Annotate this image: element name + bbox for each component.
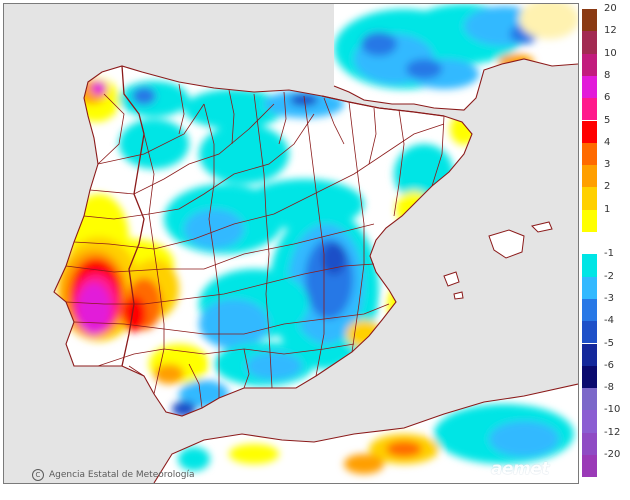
africa-coastline <box>153 383 578 483</box>
legend-label: -10 <box>604 404 621 416</box>
france-anomaly <box>334 4 578 89</box>
france-coastline <box>333 58 578 111</box>
legend-swatch-negative <box>582 388 597 411</box>
legend-label: 20 <box>604 3 617 14</box>
legend-label: -5 <box>604 337 614 349</box>
formentera <box>453 291 464 300</box>
legend-swatch-negative <box>582 410 597 433</box>
legend-label: -1 <box>604 248 614 260</box>
agency-credit-text: Agencia Estatal de Meteorología <box>49 470 195 480</box>
legend-swatch-positive <box>582 75 597 99</box>
legend-swatch-positive <box>582 209 597 232</box>
legend-swatch-positive <box>582 53 597 76</box>
legend-swatch-negative <box>582 254 597 277</box>
africa-anomaly <box>178 404 574 474</box>
legend-swatch-negative <box>582 276 597 299</box>
copyright-icon: C <box>32 469 44 481</box>
ibiza <box>443 271 460 287</box>
legend-swatch-negative <box>582 321 597 344</box>
legend-swatch-positive <box>582 9 597 32</box>
legend-label: 4 <box>604 136 611 148</box>
province-borders <box>65 83 445 409</box>
color-legend: 20 12 10 8 6 5 4 3 2 1 -1 -2 -3 -4 -5 -6 -8 -10 -12 -20 <box>582 3 624 478</box>
portugal-spain-border <box>121 65 145 367</box>
aemet-logo: aemet <box>491 459 549 479</box>
legend-swatch-negative <box>582 365 597 389</box>
legend-label: -8 <box>604 382 614 394</box>
legend-swatch-negative <box>582 455 597 478</box>
pyrenees-border <box>321 95 445 117</box>
legend-swatch-positive <box>582 120 597 143</box>
legend-label: -4 <box>604 315 614 327</box>
legend-swatch-negative <box>582 432 597 455</box>
legend-label: -6 <box>604 359 614 371</box>
legend-label: 12 <box>604 25 617 37</box>
legend-swatch-positive <box>582 165 597 188</box>
legend-label: -20 <box>604 449 621 460</box>
legend-label: 5 <box>604 114 611 126</box>
legend-label: -12 <box>604 426 621 438</box>
legend-label: 8 <box>604 69 611 81</box>
agency-credit: C Agencia Estatal de Meteorología <box>32 469 195 481</box>
anomaly-map: C Agencia Estatal de Meteorología aemet <box>3 3 579 484</box>
legend-swatch-positive <box>582 187 597 210</box>
legend-label: 1 <box>604 203 611 215</box>
legend-swatch-negative <box>582 298 597 322</box>
legend-label: 2 <box>604 181 611 193</box>
legend-label: 3 <box>604 159 611 171</box>
mallorca <box>488 229 525 259</box>
legend-neutral-band <box>582 232 597 255</box>
legend-label: -3 <box>604 292 614 304</box>
legend-swatch-negative <box>582 343 597 366</box>
legend-label: 6 <box>604 92 611 104</box>
iberia-map-drawing <box>4 4 578 483</box>
legend-swatch-positive <box>582 98 597 121</box>
legend-swatch-positive <box>582 31 597 54</box>
legend-swatch-positive <box>582 142 597 166</box>
menorca <box>531 221 553 233</box>
legend-label: 10 <box>604 47 617 59</box>
legend-label: -2 <box>604 270 614 282</box>
